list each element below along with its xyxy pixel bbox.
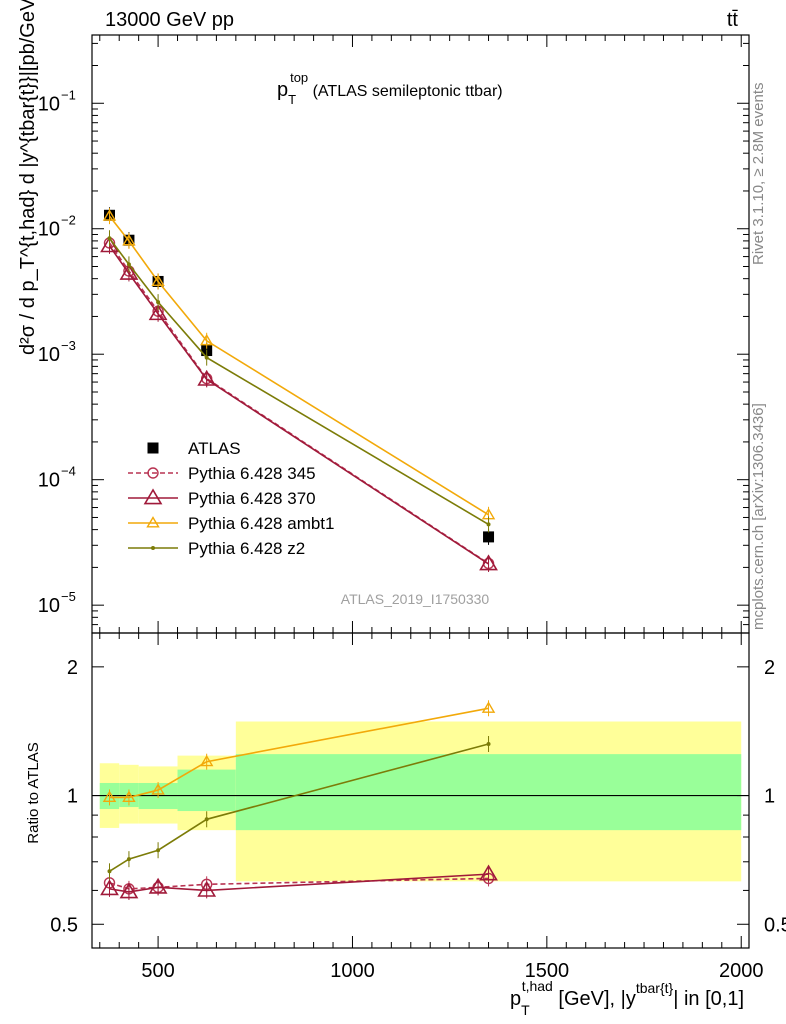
main-point-pythia-6-428-z2 bbox=[156, 300, 161, 305]
xlabel-sup2: tbar{t} bbox=[636, 980, 674, 996]
main-y-label-text: d²σ / d p_T^{t,had} d |y^{tbar{t}}|[pb/G… bbox=[17, 0, 39, 355]
ratio-point-pythia-6-428-z2 bbox=[126, 857, 131, 862]
legend-marker-pythia-6-428-ambt1 bbox=[146, 516, 160, 528]
title-rest: (ATLAS semileptonic ttbar) bbox=[308, 83, 502, 100]
ratio-point-pythia-6-428-z2 bbox=[486, 742, 491, 747]
ratio-point-pythia-6-428-370 bbox=[119, 882, 139, 899]
main-point-pythia-6-428-z2 bbox=[107, 236, 112, 241]
main-point-pythia-6-428-ambt1 bbox=[151, 274, 165, 287]
ratio-band-inner-4 bbox=[235, 754, 742, 831]
main-y-tick-exponent: −2 bbox=[61, 213, 76, 228]
ratio-y-tick-label-right: 1 bbox=[764, 786, 775, 808]
ratio-point-pythia-6-428-ambt1 bbox=[199, 754, 214, 767]
x-axis-label: pTt,had [GeV], |ytbar{t}| in [0,1] bbox=[510, 978, 744, 1018]
ratio-point-pythia-6-428-ambt1 bbox=[122, 790, 136, 802]
main-y-tick-exponent: −4 bbox=[61, 464, 76, 479]
ratio-y-axis-label: Ratio to ATLAS bbox=[25, 742, 42, 843]
process-label: tt̄ bbox=[727, 9, 739, 31]
ratio-panel-frame bbox=[91, 632, 750, 949]
xlabel-rest: [GeV], |y bbox=[553, 988, 636, 1010]
x-tick-label: 2000 bbox=[719, 960, 764, 982]
x-tick-label: 1000 bbox=[330, 960, 375, 982]
main-point-pythia-6-428-ambt1 bbox=[102, 209, 117, 221]
main-point-pythia-6-428-z2 bbox=[126, 262, 131, 267]
ratio-y-tick-label-left: 2 bbox=[67, 657, 78, 679]
main-series-group bbox=[100, 207, 498, 572]
ratio-band-inner-3 bbox=[177, 769, 236, 812]
xlabel-end: | in [0,1] bbox=[673, 988, 744, 1010]
main-y-tick-exponent: −1 bbox=[61, 87, 76, 102]
legend: ATLAS Pythia 6.428 345 Pythia 6.428 370 Pyt… bbox=[128, 439, 334, 558]
legend-marker-pythia-6-428-370 bbox=[143, 488, 163, 505]
main-point-pythia-6-428-370 bbox=[479, 554, 498, 571]
rivet-version-label: Rivet 3.1.10, ≥ 2.8M events bbox=[750, 83, 767, 266]
main-y-axis-label: d²σ / d p_T^{t,had} d |y^{tbar{t}}|[pb/G… bbox=[17, 0, 39, 355]
main-point-pythia-6-428-370 bbox=[148, 304, 168, 321]
main-point-atlas bbox=[483, 531, 495, 543]
ratio-y-tick-label-right: 0.5 bbox=[764, 914, 786, 936]
main-point-pythia-6-428-z2 bbox=[204, 355, 209, 360]
legend-label-pythia-6-428-345: Pythia 6.428 345 bbox=[188, 464, 316, 483]
analysis-watermark: ATLAS_2019_I1750330 bbox=[341, 591, 490, 607]
main-y-tick-label: 10 bbox=[38, 470, 60, 492]
ratio-point-pythia-6-428-370 bbox=[100, 879, 119, 896]
ratio-point-pythia-6-428-ambt1 bbox=[102, 790, 117, 802]
xlabel-p: p bbox=[510, 988, 521, 1010]
ratio-point-pythia-6-428-370 bbox=[197, 880, 217, 897]
title-sup: top bbox=[290, 70, 308, 85]
legend-label-pythia-6-428-z2: Pythia 6.428 z2 bbox=[188, 539, 305, 558]
legend-label-atlas: ATLAS bbox=[188, 439, 241, 458]
legend-label-pythia-6-428-370: Pythia 6.428 370 bbox=[188, 489, 316, 508]
main-y-tick-label: 10 bbox=[38, 93, 60, 115]
main-y-tick-label: 10 bbox=[38, 219, 60, 241]
x-tick-label: 1500 bbox=[525, 960, 570, 982]
ratio-y-tick-label-left: 0.5 bbox=[50, 914, 78, 936]
main-point-pythia-6-428-ambt1 bbox=[199, 333, 214, 346]
ratio-point-pythia-6-428-z2 bbox=[156, 848, 161, 853]
main-axis-ticks: 10−510−410−310−210−1 bbox=[38, 35, 749, 634]
xlabel-sub: T bbox=[521, 1002, 530, 1018]
ratio-point-pythia-6-428-ambt1 bbox=[151, 783, 165, 795]
x-tick-label: 500 bbox=[141, 960, 174, 982]
ratio-point-pythia-6-428-370 bbox=[148, 877, 168, 894]
ratio-point-pythia-6-428-z2 bbox=[107, 869, 112, 874]
legend-marker-pythia-6-428-345 bbox=[147, 467, 159, 479]
main-point-pythia-6-428-z2 bbox=[486, 522, 491, 527]
main-point-pythia-6-428-370 bbox=[119, 263, 139, 280]
ratio-point-pythia-6-428-z2 bbox=[204, 817, 209, 822]
ratio-y-tick-label-right: 2 bbox=[764, 657, 775, 679]
main-title: pTtop (ATLAS semileptonic ttbar) bbox=[277, 70, 503, 107]
main-point-pythia-6-428-370 bbox=[197, 369, 217, 386]
legend-label-pythia-6-428-ambt1: Pythia 6.428 ambt1 bbox=[188, 514, 334, 533]
legend-marker-pythia-6-428-z2 bbox=[151, 546, 155, 550]
ratio-point-pythia-6-428-370 bbox=[479, 864, 498, 881]
main-y-tick-exponent: −5 bbox=[61, 589, 76, 604]
ratio-y-tick-label-left: 1 bbox=[67, 786, 78, 808]
main-y-tick-exponent: −3 bbox=[61, 338, 76, 353]
ratio-uncertainty-bands bbox=[92, 721, 749, 882]
xlabel-sup: t,had bbox=[522, 978, 553, 994]
main-y-tick-label: 10 bbox=[38, 595, 60, 617]
main-point-pythia-6-428-ambt1 bbox=[122, 234, 136, 246]
title-p: p bbox=[277, 79, 288, 101]
collision-label: 13000 GeV pp bbox=[105, 9, 234, 31]
ratio-point-pythia-6-428-ambt1 bbox=[481, 701, 496, 713]
mcplots-label: mcplots.cern.ch [arXiv:1306.3436] bbox=[750, 403, 767, 630]
ratio-series-group bbox=[100, 700, 498, 900]
ratio-axis-ticks: 500 1000 1500 2000 0.5 0.5 1 1 2 2 bbox=[50, 633, 786, 982]
main-y-tick-label: 10 bbox=[38, 344, 60, 366]
title-sub: T bbox=[288, 92, 296, 107]
legend-marker-atlas bbox=[147, 442, 159, 454]
